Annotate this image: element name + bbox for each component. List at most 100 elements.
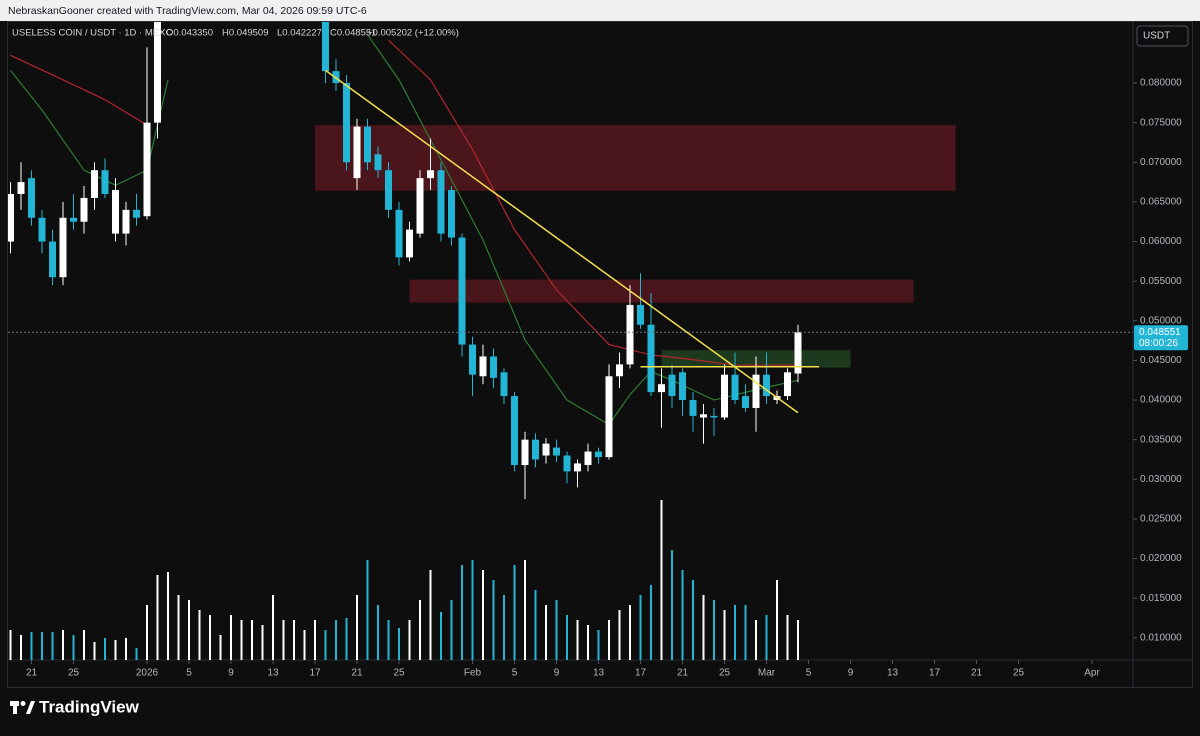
candle-body bbox=[700, 414, 707, 418]
volume-bar bbox=[282, 620, 285, 660]
time-tick-label: 25 bbox=[719, 668, 731, 679]
price-tick-label: 0.010000 bbox=[1140, 632, 1182, 643]
volume-bar bbox=[471, 560, 474, 660]
candle-body bbox=[374, 154, 382, 171]
volume-bar bbox=[618, 610, 621, 660]
volume-bar bbox=[324, 630, 327, 660]
candle-body bbox=[437, 170, 445, 234]
volume-bar bbox=[629, 605, 631, 660]
volume-bar bbox=[440, 612, 442, 660]
zone bbox=[315, 125, 956, 191]
candle-body bbox=[143, 122, 151, 217]
volume-bar bbox=[692, 580, 694, 660]
volume-bar bbox=[251, 620, 253, 660]
candle-body bbox=[784, 372, 791, 397]
volume-bar bbox=[219, 635, 222, 660]
candle-body bbox=[385, 170, 392, 210]
last-price-box bbox=[1134, 325, 1188, 351]
volume-bar bbox=[135, 648, 138, 660]
time-tick-label: 21 bbox=[677, 668, 689, 679]
volume-bar bbox=[177, 595, 180, 660]
price-tick-label: 0.030000 bbox=[1140, 474, 1182, 485]
volume-bar bbox=[408, 620, 411, 660]
candle-body bbox=[637, 304, 644, 325]
volume-bar bbox=[345, 618, 348, 660]
ohlc-value: C0.048551 bbox=[330, 28, 376, 39]
price-tick-label: 0.080000 bbox=[1140, 78, 1182, 89]
candle-body bbox=[112, 190, 119, 234]
zone bbox=[409, 279, 914, 303]
candle-body bbox=[416, 178, 424, 234]
time-tick-label: Feb bbox=[464, 668, 482, 679]
volume-bar bbox=[461, 565, 463, 660]
volume-bar bbox=[566, 615, 568, 660]
candle-body bbox=[364, 126, 371, 163]
candle-body bbox=[38, 217, 46, 242]
candle-body bbox=[731, 374, 739, 401]
candle-body bbox=[406, 229, 413, 258]
candle-body bbox=[595, 451, 602, 458]
currency-box[interactable] bbox=[1136, 25, 1189, 47]
volume-bar bbox=[503, 595, 505, 660]
ohlc-value: O0.043350 bbox=[166, 28, 213, 39]
price-tick-label: 0.015000 bbox=[1140, 593, 1182, 604]
candle-body bbox=[553, 447, 560, 456]
volume-bar bbox=[93, 642, 96, 660]
trendline bbox=[325, 69, 799, 414]
volume-bar bbox=[639, 595, 642, 660]
candle-body bbox=[710, 415, 718, 418]
volume-bar bbox=[492, 580, 495, 660]
volume-bar bbox=[524, 560, 526, 660]
candle-body bbox=[794, 332, 802, 374]
candle-body bbox=[91, 170, 98, 198]
candle-body bbox=[511, 396, 518, 466]
candle-body bbox=[532, 439, 539, 460]
currency[interactable]: USDT bbox=[1143, 31, 1170, 42]
attribution-bar bbox=[0, 0, 1200, 21]
volume-bar bbox=[167, 572, 169, 660]
candle-body bbox=[49, 241, 56, 278]
volume-bar bbox=[51, 632, 54, 660]
brand: TradingView bbox=[39, 697, 140, 716]
candle-body bbox=[689, 400, 697, 416]
time-tick-label: 5 bbox=[512, 668, 518, 679]
candle-body bbox=[353, 126, 361, 179]
volume-bar bbox=[114, 640, 117, 660]
candle-body bbox=[752, 374, 760, 408]
candle-body bbox=[584, 451, 592, 466]
candle-body bbox=[322, 22, 329, 72]
volume-bar bbox=[293, 620, 295, 660]
candle-body bbox=[458, 237, 466, 345]
volume-bar bbox=[786, 615, 789, 660]
price-tick-label: 0.055000 bbox=[1140, 276, 1182, 287]
time-tick-label: 17 bbox=[929, 668, 941, 679]
candle-body bbox=[80, 197, 88, 222]
candle-body bbox=[763, 374, 770, 397]
volume-bar bbox=[314, 620, 316, 660]
price-tick-label: 0.025000 bbox=[1140, 514, 1182, 525]
candle-body bbox=[742, 396, 749, 408]
volume-bar bbox=[240, 620, 243, 660]
time-tick-label: 9 bbox=[554, 668, 560, 679]
candle-body bbox=[521, 439, 529, 466]
volume-bar bbox=[125, 638, 127, 660]
candle-body bbox=[343, 83, 350, 163]
candle-body bbox=[721, 374, 728, 418]
volume-bar bbox=[230, 615, 232, 660]
volume-bar bbox=[723, 610, 726, 660]
candle-body bbox=[395, 209, 403, 258]
time-tick-label: 13 bbox=[593, 668, 605, 679]
volume-bar bbox=[765, 615, 768, 660]
volume-bar bbox=[650, 585, 652, 660]
volume-bar bbox=[198, 610, 201, 660]
volume-bar bbox=[209, 615, 211, 660]
candle-body bbox=[626, 304, 634, 365]
chart-frame bbox=[7, 21, 1193, 688]
volume-bar bbox=[597, 630, 600, 660]
volume-bar bbox=[713, 600, 715, 660]
price-tick-label: 0.065000 bbox=[1140, 197, 1182, 208]
volume-bar bbox=[20, 635, 22, 660]
volume-bar bbox=[702, 595, 705, 660]
price-tick-label: 0.075000 bbox=[1140, 117, 1182, 128]
